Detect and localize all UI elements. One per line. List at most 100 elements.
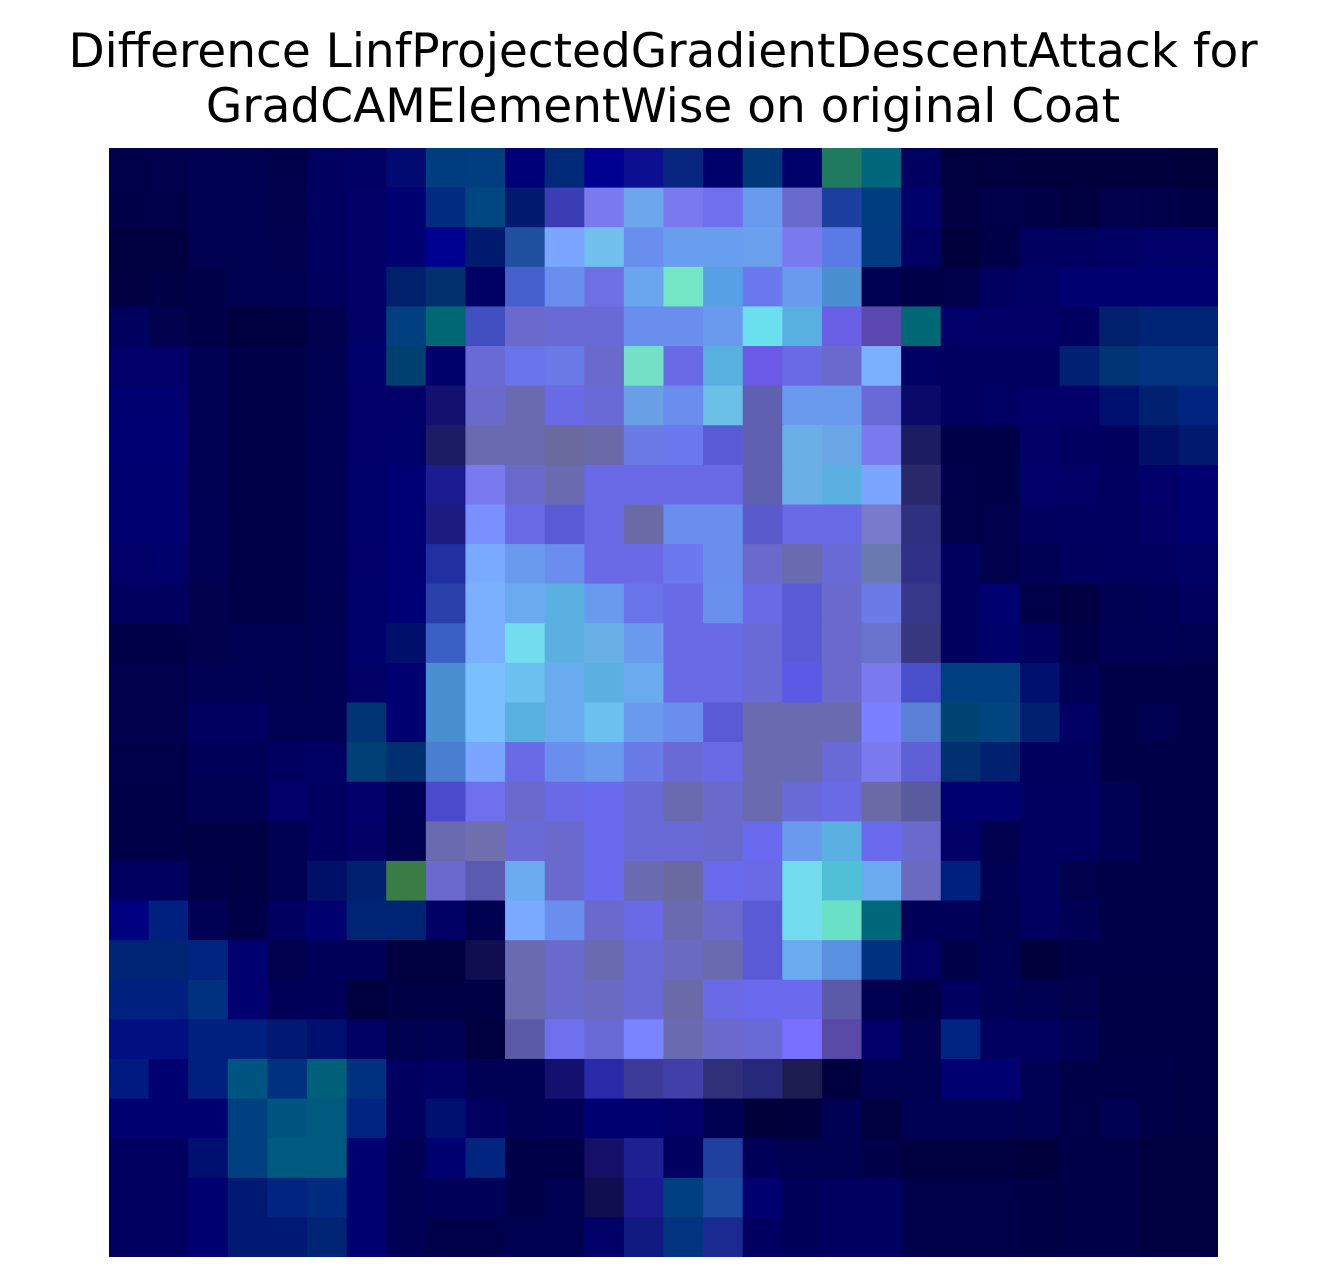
heatmap-cell <box>663 821 704 862</box>
heatmap-cell <box>980 227 1021 268</box>
heatmap-cell <box>465 583 506 624</box>
heatmap-cell <box>940 623 981 664</box>
heatmap-cell <box>1059 860 1100 902</box>
heatmap-cell <box>742 979 783 1020</box>
heatmap-cell <box>703 940 744 981</box>
heatmap-cell <box>742 425 783 466</box>
heatmap-cell <box>505 504 546 545</box>
heatmap-cell <box>188 860 229 902</box>
heatmap-cell <box>227 583 269 624</box>
heatmap-cell <box>505 821 546 862</box>
heatmap-cell <box>901 227 942 268</box>
heatmap-cell <box>584 1177 625 1218</box>
heatmap-cell <box>1178 306 1218 347</box>
heatmap-cell <box>861 742 902 783</box>
heatmap-cell <box>1178 860 1218 902</box>
heatmap-cell <box>742 306 783 347</box>
heatmap-cell <box>821 464 863 506</box>
heatmap-cell <box>901 1098 942 1139</box>
heatmap-cell <box>584 623 625 664</box>
heatmap-cell <box>663 306 704 347</box>
heatmap-cell <box>742 504 783 545</box>
heatmap-cell <box>267 227 308 268</box>
heatmap-cell <box>861 1019 902 1060</box>
heatmap-cell <box>782 1217 823 1257</box>
heatmap-cell <box>1178 742 1218 783</box>
heatmap-cell <box>346 346 387 387</box>
heatmap-cell <box>623 1098 665 1139</box>
heatmap-cell <box>1019 306 1061 347</box>
heatmap-cell <box>109 266 150 308</box>
heatmap-cell <box>703 1019 744 1060</box>
heatmap-cell <box>386 544 427 585</box>
heatmap-cell <box>821 742 863 783</box>
heatmap-cell <box>425 544 467 585</box>
heatmap-cell <box>109 979 150 1020</box>
heatmap-cell <box>821 1177 863 1218</box>
heatmap-cell <box>425 702 467 743</box>
heatmap-cell <box>623 464 665 506</box>
heatmap-cell <box>267 346 308 387</box>
heatmap-cell <box>425 425 467 466</box>
heatmap-cell <box>1138 860 1179 902</box>
heatmap-cell <box>861 781 902 822</box>
heatmap-cell <box>505 940 546 981</box>
heatmap-cell <box>505 464 546 506</box>
heatmap-cell <box>544 979 585 1020</box>
heatmap-cell <box>386 662 427 704</box>
heatmap-cell <box>1099 583 1140 624</box>
heatmap-cell <box>505 148 546 189</box>
heatmap-cell <box>940 662 981 704</box>
heatmap-cell <box>940 702 981 743</box>
heatmap-cell <box>267 306 308 347</box>
heatmap-cell <box>148 742 189 783</box>
heatmap-cell <box>465 148 506 189</box>
heatmap-cell <box>1099 1019 1140 1060</box>
heatmap-cell <box>1138 306 1179 347</box>
heatmap-cell <box>742 583 783 624</box>
heatmap-cell <box>346 1138 387 1179</box>
heatmap-cell <box>980 544 1021 585</box>
heatmap-cell <box>940 860 981 902</box>
heatmap-cell <box>703 702 744 743</box>
heatmap-cell <box>821 504 863 545</box>
heatmap-cell <box>1099 346 1140 387</box>
heatmap-cell <box>703 1058 744 1100</box>
heatmap-cell <box>821 1058 863 1100</box>
heatmap-cell <box>861 702 902 743</box>
heatmap-cell <box>1178 940 1218 981</box>
heatmap-cell <box>782 1138 823 1179</box>
heatmap-cell <box>1178 979 1218 1020</box>
heatmap-cell <box>465 227 506 268</box>
heatmap-cell <box>227 662 269 704</box>
heatmap-cell <box>1138 940 1179 981</box>
heatmap-cell <box>544 1019 585 1060</box>
heatmap-cell <box>861 266 902 308</box>
heatmap-cell <box>505 1138 546 1179</box>
heatmap-cell <box>1019 385 1061 426</box>
heatmap-cell <box>1019 940 1061 981</box>
heatmap-cell <box>307 187 348 228</box>
heatmap-cell <box>1138 504 1179 545</box>
heatmap-cell <box>980 504 1021 545</box>
heatmap-cell <box>782 346 823 387</box>
heatmap-cell <box>782 544 823 585</box>
heatmap-cell <box>1019 1019 1061 1060</box>
heatmap-cell <box>465 781 506 822</box>
heatmap-cell <box>1059 1098 1100 1139</box>
heatmap-cell <box>663 1098 704 1139</box>
heatmap-cell <box>901 1217 942 1257</box>
heatmap-cell <box>386 979 427 1020</box>
heatmap-cell <box>1099 781 1140 822</box>
heatmap-cell <box>742 781 783 822</box>
heatmap-cell <box>544 504 585 545</box>
heatmap-cell <box>188 385 229 426</box>
heatmap-cell <box>386 1217 427 1257</box>
heatmap-cell <box>980 662 1021 704</box>
heatmap-cell <box>544 702 585 743</box>
heatmap-cell <box>742 662 783 704</box>
heatmap-cell <box>782 425 823 466</box>
heatmap-cell <box>1019 187 1061 228</box>
heatmap-cell <box>663 1177 704 1218</box>
heatmap-cell <box>505 306 546 347</box>
